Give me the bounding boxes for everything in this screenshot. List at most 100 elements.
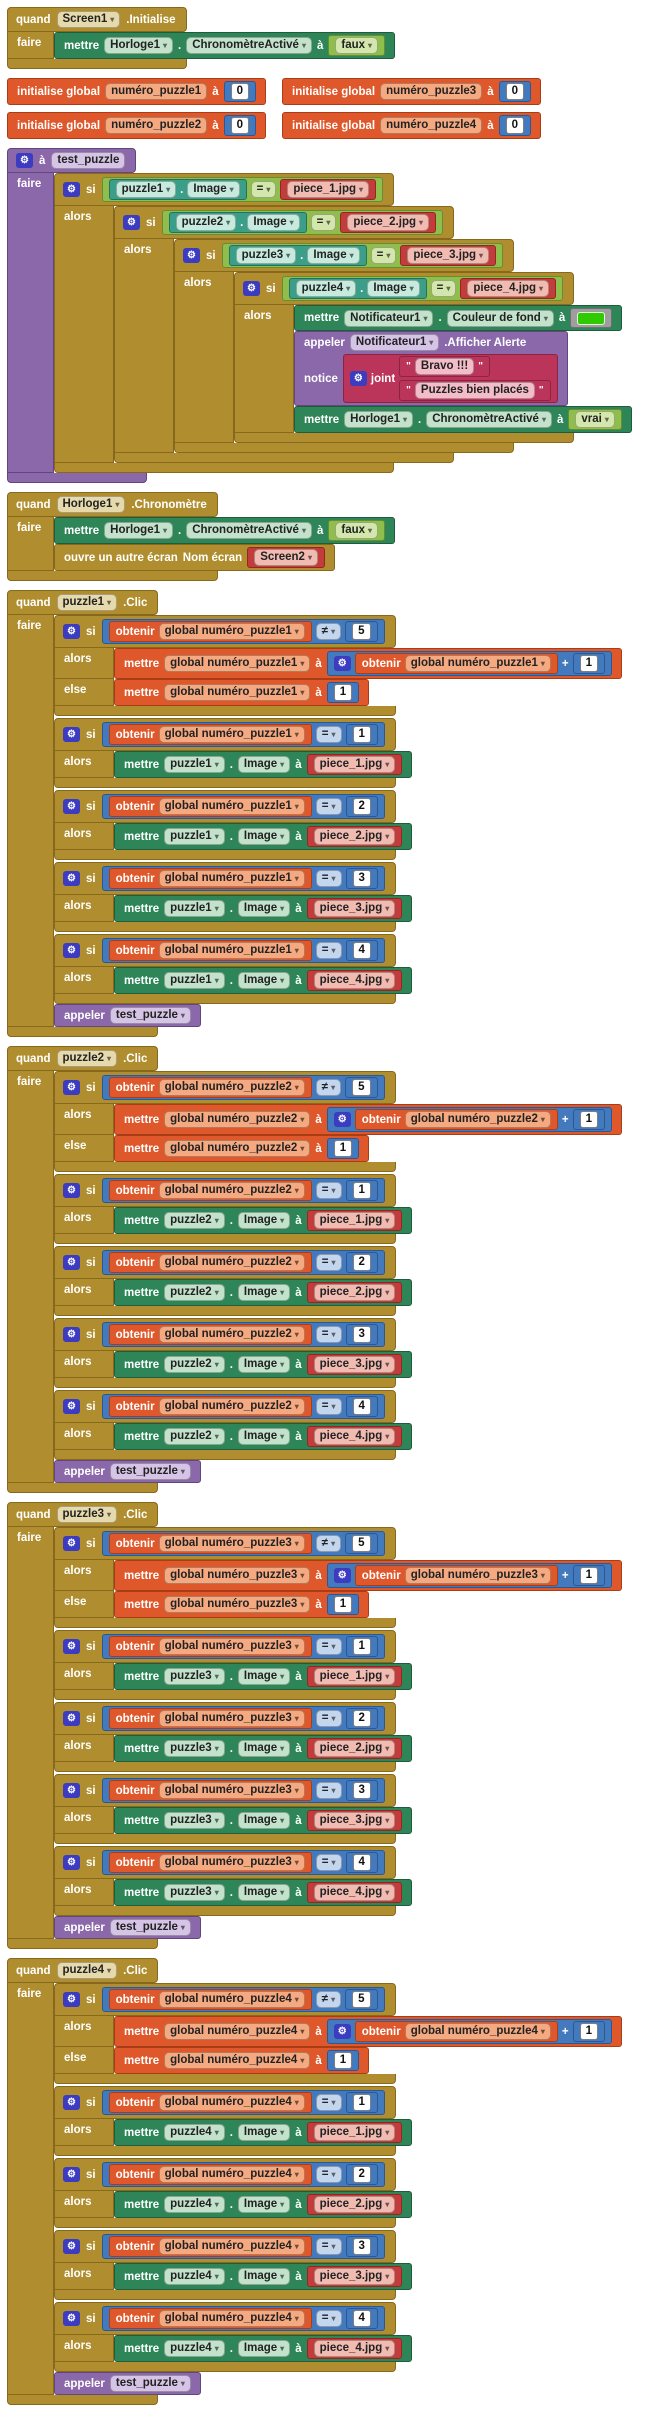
variable-set-block[interactable]: mettre global numéro_puzzle3 ▾ à 1 xyxy=(114,1591,370,1618)
clause-label[interactable]: alors xyxy=(114,239,174,453)
number-block[interactable]: 1 xyxy=(345,1636,378,1657)
text-piece-block[interactable]: piece_3.jpg ▾ xyxy=(306,898,403,919)
block-header[interactable]: quand puzzle2 ▾ .Clic xyxy=(7,1046,159,1071)
dropdown-field[interactable]: global numéro_puzzle4 ▾ xyxy=(158,2238,305,2255)
block-header[interactable]: ⚙ si obtenir global numéro_puzzle2 ▾ = ▾ 4 xyxy=(54,1390,396,1423)
variable-get-block[interactable]: obtenir global numéro_puzzle3 ▾ xyxy=(108,1708,312,1729)
dropdown-field[interactable]: Screen1 ▾ xyxy=(56,11,121,28)
dropdown-field[interactable]: puzzle1 ▾ xyxy=(115,181,177,198)
dropdown-field[interactable]: global numéro_puzzle1 ▾ xyxy=(158,942,305,959)
if-block[interactable]: ⚙ si puzzle2 ▾. Image ▾ = ▾ piece_2.jpg ▾ alors ⚙ si… xyxy=(114,206,632,463)
dropdown-field[interactable]: piece_2.jpg ▾ xyxy=(313,828,396,845)
dropdown-field[interactable]: Notificateur1 ▾ xyxy=(344,309,434,327)
dropdown-field[interactable]: global numéro_puzzle1 ▾ xyxy=(158,623,305,640)
dropdown-field[interactable]: Image ▾ xyxy=(237,828,291,845)
dropdown-field[interactable]: ≠ ▾ xyxy=(315,1535,342,1552)
number-block[interactable]: 0 xyxy=(223,81,256,102)
variable-get-block[interactable]: obtenir global numéro_puzzle3 ▾ xyxy=(108,1533,312,1554)
block-header[interactable]: ⚙ si puzzle3 ▾. Image ▾ = ▾ piece_3.jpg ▾ xyxy=(174,239,515,272)
number-field[interactable]: 5 xyxy=(352,1991,371,2008)
block-header[interactable]: ⚙ si obtenir global numéro_puzzle3 ▾ = ▾ 2 xyxy=(54,1702,396,1735)
mutator-gear-icon[interactable]: ⚙ xyxy=(63,1327,80,1342)
variable-set-block[interactable]: mettre global numéro_puzzle3 ▾ à ⚙ obtenir glo… xyxy=(114,1560,623,1591)
number-block[interactable]: 5 xyxy=(345,1077,378,1098)
dropdown-field[interactable]: piece_1.jpg ▾ xyxy=(313,2124,396,2141)
variable-set-block[interactable]: mettre global numéro_puzzle2 ▾ à 1 xyxy=(114,1135,370,1162)
variable-get-block[interactable]: obtenir global numéro_puzzle2 ▾ xyxy=(108,1180,312,1201)
dropdown-field[interactable]: test_puzzle xyxy=(51,152,126,169)
math-compare-block[interactable]: obtenir global numéro_puzzle4 ▾ ≠ ▾ 5 xyxy=(101,1987,385,2012)
set-image-block[interactable]: mettre puzzle3 ▾. Image ▾ à piece_2.jpg ▾ xyxy=(114,1735,413,1762)
if-else-block[interactable]: ⚙ si obtenir global numéro_puzzle3 ▾ ≠ ▾ 5 alors… xyxy=(54,1527,623,1628)
set-chronometre-active-block[interactable]: mettre Horloge1 ▾. ChronomètreActivé ▾ à faux ▾ xyxy=(54,517,396,544)
variable-get-block[interactable]: obtenir global numéro_puzzle4 ▾ xyxy=(108,2308,312,2329)
number-field[interactable]: 1 xyxy=(579,1111,599,1128)
mutator-gear-icon[interactable]: ⚙ xyxy=(63,182,80,197)
variable-get-block[interactable]: obtenir global numéro_puzzle2 ▾ xyxy=(108,1077,312,1098)
variable-get-block[interactable]: obtenir global numéro_puzzle2 ▾ xyxy=(354,1109,558,1130)
mutator-gear-icon[interactable]: ⚙ xyxy=(243,281,260,296)
math-add-block[interactable]: ⚙ obtenir global numéro_puzzle3 ▾ +1 xyxy=(326,1563,613,1588)
call-procedure-block[interactable]: appeler test_puzzle ▾ xyxy=(54,1460,201,1483)
clause-label[interactable]: alors xyxy=(54,2263,114,2290)
event-puzzle1-clic[interactable]: quand puzzle1 ▾ .Clic faire ⚙ si obtenir global … xyxy=(7,590,623,1037)
dropdown-field[interactable]: piece_1.jpg ▾ xyxy=(313,756,396,773)
if-block[interactable]: ⚙ si obtenir global numéro_puzzle4 ▾ = ▾ 3 alors… xyxy=(54,2230,413,2300)
dropdown-field[interactable]: = ▾ xyxy=(315,726,342,743)
dropdown-field[interactable]: puzzle4 ▾ xyxy=(56,1962,118,1979)
block-header[interactable]: ⚙ si obtenir global numéro_puzzle3 ▾ = ▾ 1 xyxy=(54,1630,396,1663)
clause-label[interactable]: else xyxy=(54,2047,114,2074)
clause-label[interactable]: else xyxy=(54,1135,114,1162)
dropdown-field[interactable]: puzzle1 ▾ xyxy=(164,972,225,989)
number-field[interactable]: 1 xyxy=(333,2052,353,2069)
dropdown-field[interactable]: global numéro_puzzle3 ▾ xyxy=(158,1535,305,1552)
dropdown-field[interactable]: numéro_puzzle3 xyxy=(380,83,483,100)
dropdown-field[interactable]: puzzle4 ▾ xyxy=(164,2196,225,2213)
number-field[interactable]: 0 xyxy=(230,83,249,100)
clause-label[interactable]: alors xyxy=(54,1807,114,1834)
block-header[interactable]: ⚙ si obtenir global numéro_puzzle4 ▾ = ▾ 4 xyxy=(54,2302,396,2335)
event-puzzle2-clic[interactable]: quand puzzle2 ▾ .Clic faire ⚙ si obtenir global … xyxy=(7,1046,623,1493)
call-procedure-block[interactable]: appeler test_puzzle ▾ xyxy=(54,1916,201,1939)
dropdown-field[interactable]: vrai ▾ xyxy=(575,411,615,428)
dropdown-field[interactable]: = ▾ xyxy=(315,870,342,887)
clause-label[interactable]: alors xyxy=(54,2335,114,2362)
dropdown-field[interactable]: global numéro_puzzle1 ▾ xyxy=(158,726,305,743)
text-piece-block[interactable]: piece_4.jpg ▾ xyxy=(306,1426,403,1447)
dropdown-field[interactable]: Bravo !!! xyxy=(414,358,475,375)
variable-get-block[interactable]: obtenir global numéro_puzzle4 ▾ xyxy=(108,2092,312,2113)
mutator-gear-icon[interactable]: ⚙ xyxy=(63,2311,80,2326)
dropdown-field[interactable]: Horloge1 ▾ xyxy=(56,496,126,513)
number-field[interactable]: 1 xyxy=(579,2023,599,2040)
dropdown-field[interactable]: Image ▾ xyxy=(237,2340,291,2357)
math-compare-block[interactable]: obtenir global numéro_puzzle1 ▾ ≠ ▾ 5 xyxy=(101,619,385,644)
mutator-gear-icon[interactable]: ⚙ xyxy=(16,153,33,168)
dropdown-field[interactable]: Image ▾ xyxy=(187,181,240,198)
if-else-block[interactable]: ⚙ si obtenir global numéro_puzzle1 ▾ ≠ ▾ 5 alors… xyxy=(54,615,623,716)
set-image-block[interactable]: mettre puzzle2 ▾. Image ▾ à piece_2.jpg ▾ xyxy=(114,1279,413,1306)
variable-get-block[interactable]: obtenir global numéro_puzzle2 ▾ xyxy=(108,1324,312,1345)
math-compare-block[interactable]: obtenir global numéro_puzzle2 ▾ = ▾ 3 xyxy=(101,1322,385,1347)
dropdown-field[interactable]: puzzle2 ▾ xyxy=(164,1356,225,1373)
math-add-block[interactable]: ⚙ obtenir global numéro_puzzle4 ▾ +1 xyxy=(326,2019,613,2044)
open-another-screen-block[interactable]: ouvre un autre écran Nom écran Screen2 ▾ xyxy=(54,544,335,571)
text-piece-block[interactable]: piece_2.jpg ▾ xyxy=(306,1282,403,1303)
init-global-block[interactable]: initialise global numéro_puzzle4 à 0 xyxy=(282,112,541,139)
text-piece-block[interactable]: piece_4.jpg ▾ xyxy=(306,1882,403,1903)
dropdown-field[interactable]: piece_1.jpg ▾ xyxy=(313,1668,396,1685)
block-header[interactable]: ⚙ si obtenir global numéro_puzzle1 ▾ ≠ ▾ 5 xyxy=(54,615,396,648)
dropdown-field[interactable]: ChronomètreActivé ▾ xyxy=(426,411,552,428)
logic-compare-block[interactable]: puzzle2 ▾. Image ▾ = ▾ piece_2.jpg ▾ xyxy=(161,210,444,235)
number-field[interactable]: 1 xyxy=(579,1567,599,1584)
procedure-test-puzzle-block[interactable]: ⚙ à test_puzzle faire ⚙ si puzzle1 ▾. Image ▾ = ▾ pi… xyxy=(7,148,632,483)
block-header[interactable]: ⚙ si obtenir global numéro_puzzle1 ▾ = ▾ 4 xyxy=(54,934,396,967)
dropdown-field[interactable]: global numéro_puzzle2 ▾ xyxy=(404,1111,551,1128)
dropdown-field[interactable]: piece_4.jpg ▾ xyxy=(467,280,550,297)
text-piece-block[interactable]: piece_3.jpg ▾ xyxy=(400,245,497,266)
number-block[interactable]: 5 xyxy=(345,1533,378,1554)
dropdown-field[interactable]: Image ▾ xyxy=(367,280,420,297)
math-compare-block[interactable]: obtenir global numéro_puzzle3 ▾ ≠ ▾ 5 xyxy=(101,1531,385,1556)
number-block[interactable]: 2 xyxy=(345,1708,378,1729)
block-header[interactable]: ⚙ si obtenir global numéro_puzzle2 ▾ = ▾ 3 xyxy=(54,1318,396,1351)
mutator-gear-icon[interactable]: ⚙ xyxy=(63,1639,80,1654)
